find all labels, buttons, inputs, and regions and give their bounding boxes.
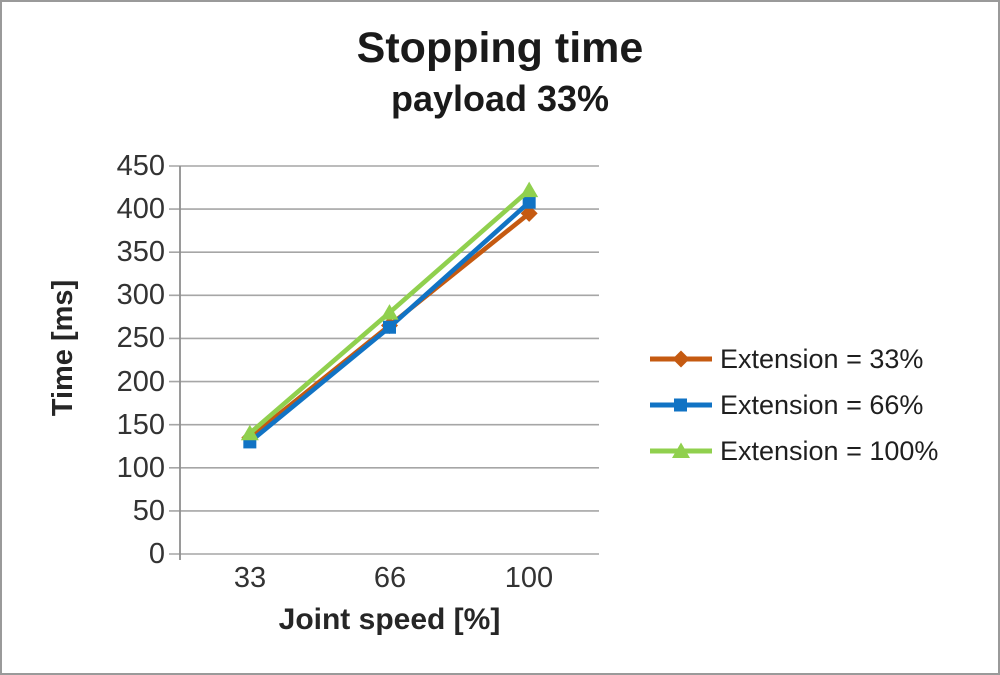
y-tick-label-450: 450 [116,150,165,182]
legend-item-2: Extension = 100% [648,430,938,472]
series-0-marker-2 [520,204,538,222]
y-tick-label-400: 400 [116,193,165,225]
x-tick-label-33: 33 [233,562,267,594]
x-tick-label-66: 66 [373,562,407,594]
y-tick-label-100: 100 [116,452,165,484]
legend-marker-diamond [672,350,690,368]
y-tick-label-200: 200 [116,366,165,398]
legend-item-1: Extension = 66% [648,384,938,426]
legend-marker-square [674,398,687,412]
chart-subtitle: payload 33% [390,78,610,119]
series-1-marker-1 [383,320,396,334]
series-1-marker-2 [522,195,536,209]
legend-square-swatch [650,398,712,412]
y-axis-title-text: Time [ms] [47,279,79,417]
y-tick-label-300: 300 [116,279,165,311]
legend: Extension = 33% Extension = 66% Extension … [648,338,938,476]
chart-title: Stopping time [356,24,644,72]
x-axis-title: Joint speed [%] [278,603,501,636]
y-tick-label-250: 250 [116,322,165,354]
legend-label-2: Extension = 100% [720,435,939,466]
legend-label-0: Extension = 33% [720,343,924,374]
legend-item-0: Extension = 33% [648,338,938,380]
y-tick-label-0: 0 [148,538,165,570]
legend-label-1: Extension = 66% [720,389,924,420]
series-2-marker-0 [240,424,259,441]
y-tick-label-50: 50 [132,495,165,527]
y-tick-label-350: 350 [116,236,165,268]
plot-area [169,165,599,560]
series-2-marker-1 [380,304,399,320]
legend-marker-triangle [672,442,690,458]
x-tick-label-100: 100 [504,562,554,594]
y-tick-label-150: 150 [116,409,165,441]
legend-diamond-swatch [650,350,712,368]
legend-triangle-swatch [650,442,712,458]
series-2-marker-2 [520,181,539,198]
